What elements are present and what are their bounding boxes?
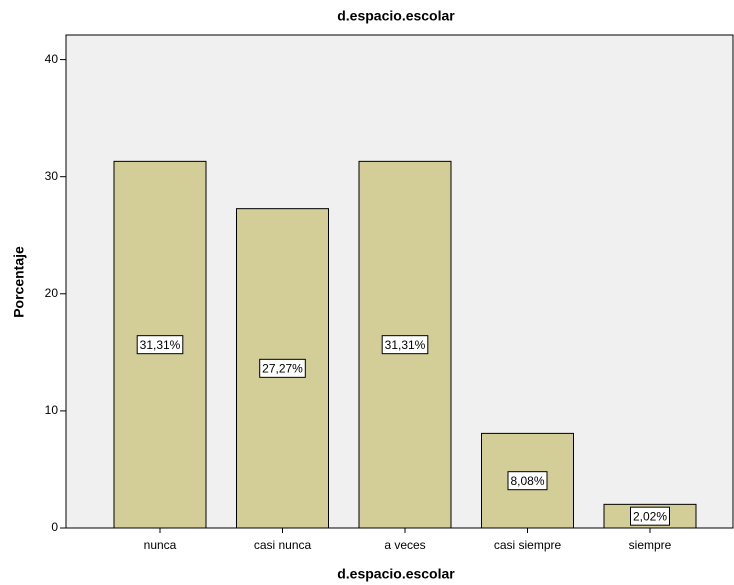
- value-label: 31,31%: [140, 338, 181, 352]
- value-label: 27,27%: [262, 362, 303, 376]
- y-tick-label: 30: [45, 169, 59, 183]
- value-label-box: [259, 358, 306, 378]
- value-label-box: [630, 506, 670, 526]
- value-label-box: [381, 335, 429, 355]
- x-tick-label: casi siempre: [494, 538, 562, 552]
- x-tick-label: a veces: [384, 538, 425, 552]
- x-axis-label: d.espacio.escolar: [337, 566, 455, 582]
- value-label-box: [507, 471, 548, 491]
- y-tick-label: 0: [51, 520, 58, 534]
- value-label: 8,08%: [510, 474, 544, 488]
- y-tick-label: 20: [45, 286, 59, 300]
- x-tick-label: siempre: [629, 538, 672, 552]
- x-tick-label: casi nunca: [254, 538, 312, 552]
- value-label: 2,02%: [633, 509, 667, 523]
- y-tick-label: 10: [45, 403, 59, 417]
- value-label: 31,31%: [385, 338, 426, 352]
- chart-title: d.espacio.escolar: [337, 8, 455, 24]
- x-tick-label: nunca: [144, 538, 177, 552]
- y-tick-label: 40: [45, 52, 59, 66]
- value-label-box: [136, 335, 184, 355]
- y-axis-label: Porcentaje: [11, 246, 27, 318]
